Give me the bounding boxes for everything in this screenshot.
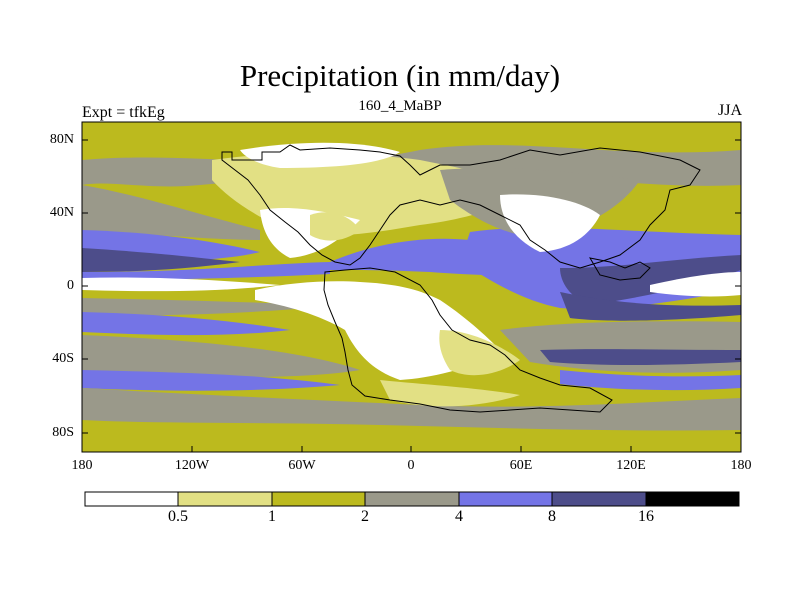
field-equator-white-west [82, 277, 280, 292]
field-asia-white [500, 194, 600, 252]
lon-label-60w: 60W [288, 458, 316, 473]
lat-label-80n: 80N [49, 132, 74, 147]
lat-label-0: 0 [67, 278, 74, 293]
field-antarctic-light [380, 380, 520, 407]
field-stropic-blue [82, 312, 290, 336]
lon-label-180w: 180 [71, 458, 93, 473]
colorbar-bin-6 [551, 491, 647, 507]
field-itcz-south-dark [560, 292, 741, 321]
field-s-mid-blue [82, 370, 340, 391]
field-stropic-gray [82, 298, 330, 316]
coastlines [221, 144, 701, 413]
field-npac-dark [82, 248, 240, 272]
colorbar-bin-7 [645, 491, 740, 507]
field-laurasia-white [240, 142, 400, 168]
colorbar-label-4: 4 [455, 508, 463, 525]
coast-laurasia [221, 144, 701, 269]
season-label: JJA [717, 102, 742, 119]
lat-label-40s: 40S [52, 351, 74, 366]
colorbar [84, 491, 740, 507]
colorbar-bin-3 [271, 491, 366, 507]
colorbar-label-2: 2 [361, 508, 369, 525]
experiment-label: Expt = tfkEg [82, 104, 165, 121]
map-title: Precipitation (in mm/day) [239, 58, 561, 93]
colorbar-label-16: 16 [638, 508, 654, 525]
field-indian-dark [540, 349, 741, 365]
field-nam-light [310, 212, 360, 241]
colorbar-bin-5 [458, 491, 553, 507]
field-gondwana-white [255, 281, 500, 380]
field-itcz-east-dark [560, 255, 741, 305]
lon-label-180e: 180 [730, 458, 752, 473]
period-label: 160_4_MaBP [358, 98, 442, 114]
field-s-high-gray [82, 388, 741, 431]
coast-islands [589, 257, 651, 281]
field-south-pole [82, 430, 741, 452]
coast-gondwana [323, 267, 613, 413]
colorbar-bin-1 [84, 491, 179, 507]
lon-label-60e: 60E [509, 458, 533, 473]
axis-ticks [81, 139, 742, 452]
lat-label-40n: 40N [49, 205, 74, 220]
colorbar-label-0-5: 0.5 [168, 508, 188, 525]
field-band-n-mid [82, 185, 260, 240]
field-gondwana-light [439, 330, 520, 376]
colorbar-bin-2 [177, 491, 273, 507]
lon-label-120e: 120E [616, 458, 646, 473]
colorbar-label-8: 8 [548, 508, 556, 525]
lat-label-80s: 80S [52, 425, 74, 440]
precipitation-field [82, 122, 741, 452]
colorbar-label-1: 1 [268, 508, 276, 525]
field-equator-white-east [650, 272, 741, 297]
field-s-subtropic-gray [82, 335, 360, 377]
lon-label-120w: 120W [174, 458, 210, 473]
field-itcz-west [82, 262, 330, 280]
lon-label-0: 0 [407, 458, 415, 473]
field-tethys-blue [330, 238, 560, 276]
field-indian-blue [560, 370, 741, 391]
colorbar-bin-4 [364, 491, 460, 507]
